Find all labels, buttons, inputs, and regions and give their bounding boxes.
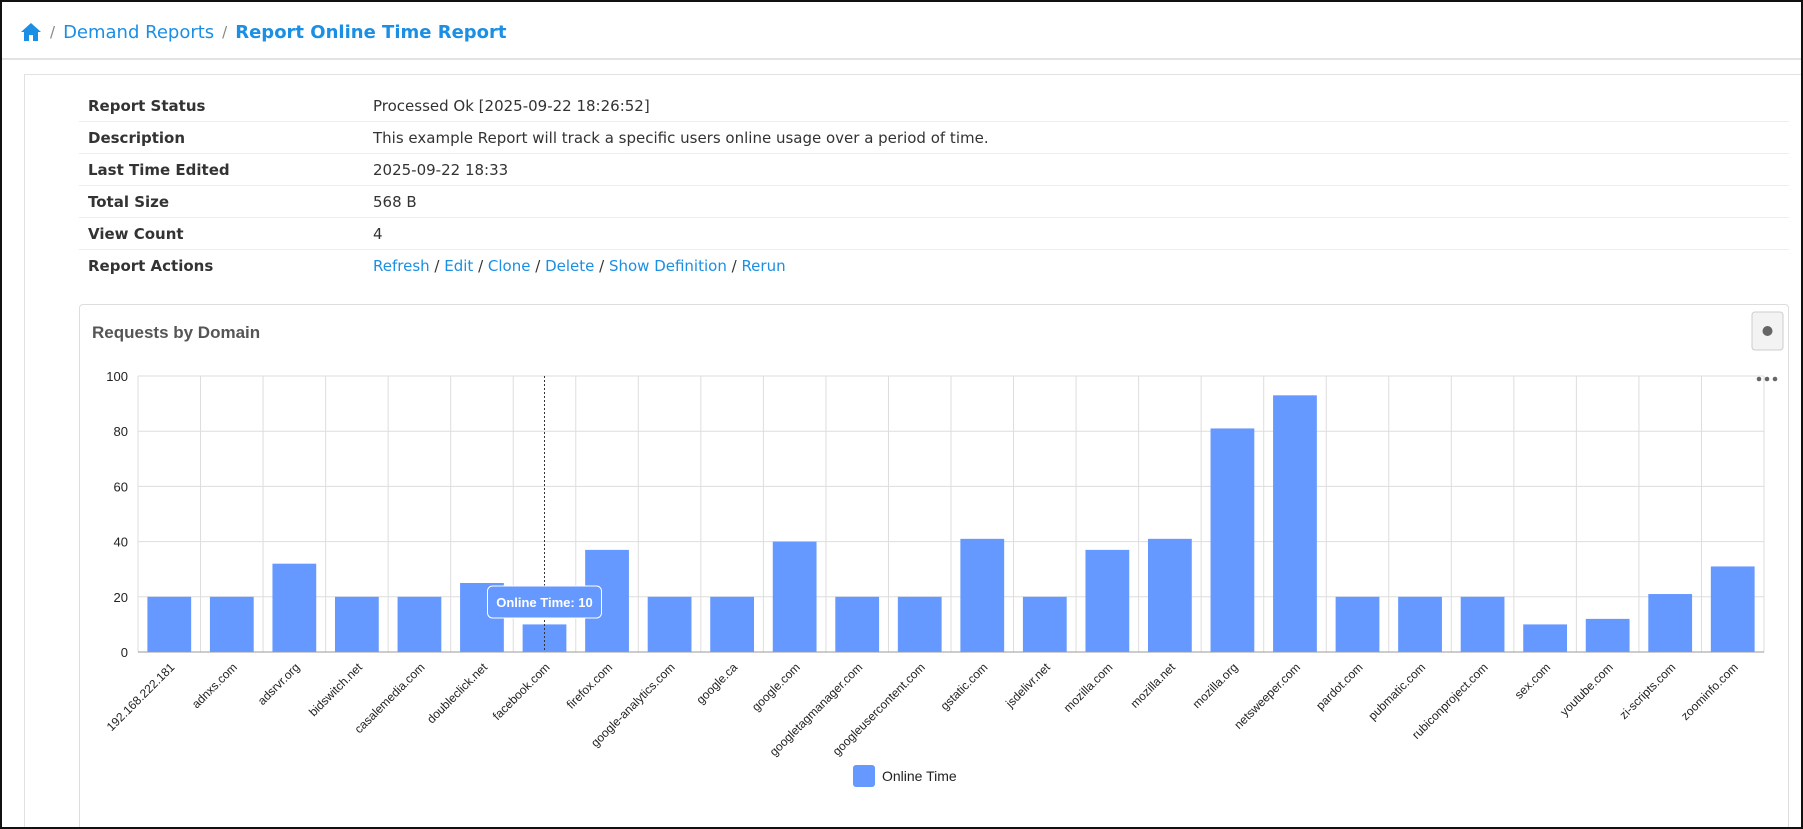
x-tick-label: youtube.com: [1557, 660, 1615, 718]
info-value: 2025-09-22 18:33: [364, 153, 1789, 186]
x-tick-label: pubmatic.com: [1365, 660, 1428, 723]
x-tick-label: netsweeper.com: [1231, 660, 1303, 732]
x-tick-label: 192.168.222.181: [104, 660, 178, 734]
bar: [1585, 618, 1630, 652]
x-tick-label: jsdelivr.net: [1002, 660, 1053, 711]
info-label: Report Actions: [88, 256, 214, 275]
y-tick-label: 40: [114, 535, 128, 550]
info-value: This example Report will track a specifi…: [364, 121, 1789, 154]
bar: [1648, 594, 1693, 652]
breadcrumb-current: Report Online Time Report: [235, 21, 507, 43]
info-label: Report Status: [79, 90, 364, 122]
action-link[interactable]: Refresh: [373, 256, 430, 275]
menu-dot: [1772, 376, 1778, 382]
bar: [334, 596, 379, 652]
x-tick-label: google.com: [749, 660, 803, 714]
info-row: Report Actions Refresh / Edit / Clone / D…: [79, 250, 1789, 282]
menu-dot: [1756, 376, 1762, 382]
bar: [1210, 428, 1255, 652]
x-tick-label: gstatic.com: [938, 660, 991, 713]
breadcrumb: / Demand Reports / Report Online Time Re…: [20, 20, 507, 44]
x-tick-label: zoominfo.com: [1678, 660, 1741, 723]
menu-dot: [1764, 376, 1770, 382]
bar: [960, 538, 1005, 652]
bar: [1398, 596, 1442, 652]
bar: [772, 541, 817, 652]
x-tick-label: pardot.com: [1313, 660, 1365, 712]
action-link[interactable]: Show Definition: [608, 256, 727, 275]
info-row: Last Time Edited 2025-09-22 18:33: [79, 153, 1789, 186]
bar: [397, 596, 442, 652]
info-label: Description: [79, 121, 364, 154]
y-tick-label: 80: [114, 424, 128, 439]
chart: Requests by Domain 0 20 40 60 80 100 192.168.22…: [92, 311, 1784, 787]
x-tick-label: mozilla.net: [1128, 660, 1179, 711]
info-label: Last Time Edited: [79, 153, 364, 186]
x-tick-label: bidswitch.net: [306, 660, 365, 719]
action-link[interactable]: Delete: [545, 256, 595, 275]
bar: [647, 596, 692, 652]
legend-swatch: [853, 765, 875, 787]
divider: [2, 58, 1801, 60]
bar: [1147, 538, 1192, 652]
x-tick-label: mozilla.com: [1061, 660, 1116, 715]
bar: [209, 596, 254, 652]
bar: [1335, 596, 1380, 652]
x-tick-label: adsrvr.org: [255, 660, 303, 708]
y-tick-label: 0: [121, 645, 128, 660]
action-link[interactable]: Clone: [487, 256, 531, 275]
bar: [147, 596, 192, 652]
bar: [897, 596, 942, 652]
bar: [1085, 549, 1130, 652]
info-row: Description This example Report will trac…: [79, 121, 1789, 154]
chart-title: Requests by Domain: [92, 323, 260, 342]
legend-label: Online Time: [882, 768, 957, 784]
action-link[interactable]: Edit: [444, 256, 474, 275]
breadcrumb-link[interactable]: Demand Reports: [63, 21, 215, 43]
info-value: 4: [364, 217, 1789, 250]
tooltip-text: Online Time: 10: [496, 595, 593, 610]
info-value: 568 B: [364, 185, 1789, 218]
bar: [1022, 596, 1067, 652]
home-icon[interactable]: [20, 22, 42, 42]
info-row: Report Status Processed Ok [2025-09-22 18…: [79, 90, 1789, 122]
x-tick-label: firefox.com: [564, 660, 615, 711]
x-tick-label: mozilla.org: [1190, 660, 1241, 711]
bar: [272, 563, 317, 652]
y-tick-label: 20: [114, 590, 128, 605]
bar: [1523, 624, 1568, 652]
bar: [1460, 596, 1505, 652]
x-tick-label: sex.com: [1512, 660, 1553, 701]
x-tick-label: google.ca: [694, 660, 741, 707]
info-label: Total Size: [79, 185, 364, 218]
content-box: Report Status Processed Ok [2025-09-22 18…: [24, 74, 1801, 827]
chart-card: Requests by Domain 0 20 40 60 80 100 192.168.22…: [79, 304, 1789, 827]
info-table: Report Status Processed Ok [2025-09-22 18…: [79, 90, 1789, 281]
info-actions: Refresh / Edit / Clone / Delete / Show D…: [373, 256, 786, 275]
info-label: View Count: [79, 217, 364, 250]
y-tick-label: 100: [106, 369, 128, 384]
x-tick-label: zi-scripts.com: [1617, 660, 1679, 722]
x-tick-label: doubleclick.net: [424, 660, 491, 727]
info-row: View Count 4: [79, 217, 1789, 250]
info-row: Total Size 568 B: [79, 185, 1789, 218]
settings-icon: [1762, 326, 1773, 336]
bar: [1273, 395, 1317, 652]
y-tick-label: 60: [114, 479, 128, 494]
bar: [710, 596, 755, 652]
bar: [1710, 566, 1755, 652]
bar: [835, 596, 880, 652]
x-tick-label: adnxs.com: [189, 660, 240, 711]
x-tick-label: facebook.com: [490, 660, 553, 723]
info-value: Processed Ok [2025-09-22 18:26:52]: [364, 90, 1789, 122]
tooltip-box: [487, 585, 602, 619]
action-link[interactable]: Rerun: [741, 256, 786, 275]
